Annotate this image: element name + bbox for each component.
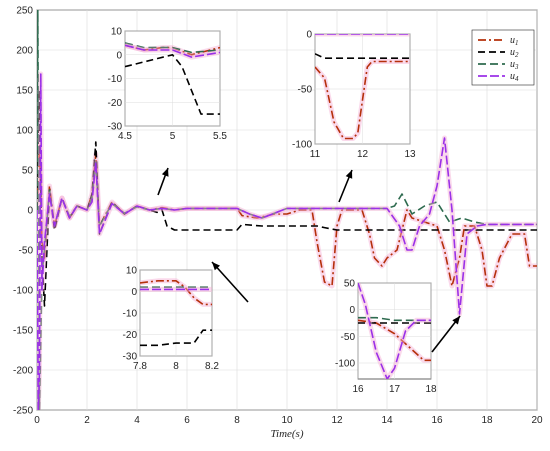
y-tick-label: 100: [16, 126, 33, 137]
inset-y-tick-label: 0: [306, 30, 312, 41]
inset-1: -30 -20 -10 0 10 4.5 5 5.5: [108, 27, 228, 143]
inset-x-tick-label: 8.2: [205, 361, 219, 372]
zoom-arrow-head: [345, 170, 353, 179]
inset-line-u2: [125, 53, 220, 115]
inset-line-u1: [315, 60, 410, 140]
x-tick-label: 20: [531, 415, 543, 426]
zoom-arrow-head: [212, 262, 220, 271]
series-lines: [37, 10, 537, 410]
x-tick-label: 8: [234, 415, 240, 426]
inset-line-u3: [125, 42, 220, 54]
inset-x-tick-label: 13: [404, 149, 416, 160]
inset-y-tick-label: -100: [335, 359, 355, 370]
inset-y-tick-label: 0: [131, 287, 137, 298]
zoom-arrow-head: [161, 168, 169, 177]
x-tick-label: 0: [34, 415, 40, 426]
inset-x-tick-label: 4.5: [118, 131, 132, 142]
y-tick-labels: -250 -200 -150 -100 -50 0 50 100 150 200 250: [13, 6, 33, 417]
inset-x-tick-label: 16: [352, 384, 364, 395]
inset-y-tick-label: 10: [111, 27, 123, 38]
y-tick-label: 200: [16, 46, 33, 57]
x-tick-labels: 0 2 4 6 8 10 12 14 16 18 20: [34, 415, 543, 426]
inset-line-u4: [358, 283, 431, 379]
inset-3: -30 -20 -10 0 10 7.8 8 8.2: [123, 266, 220, 373]
inset-y-tick-label: -30: [108, 122, 123, 133]
y-tick-label: -250: [13, 406, 33, 417]
y-tick-label: -150: [13, 326, 33, 337]
inset-y-tick-label: -10: [108, 74, 123, 85]
y-tick-label: -100: [13, 286, 33, 297]
inset-x-tick-label: 11: [310, 149, 321, 160]
x-tick-label: 18: [481, 415, 493, 426]
inset-x-tick-label: 5.5: [213, 131, 227, 142]
inset-y-tick-label: -50: [341, 332, 356, 343]
legend-label-u2: u2: [510, 47, 519, 59]
inset-2: -100 -50 0 11 12 13: [292, 30, 416, 161]
series-line-u4: [37, 73, 537, 410]
legend-label-u1: u1: [510, 35, 519, 47]
zoom-arrow-line: [211, 261, 249, 303]
inset-x-tick-label: 12: [357, 149, 369, 160]
inset-y-tick-label: -100: [292, 140, 312, 151]
x-tick-label: 10: [281, 415, 293, 426]
inset-line-u4: [125, 44, 220, 58]
zoom-arrows: [157, 167, 461, 353]
x-tick-label: 12: [331, 415, 343, 426]
x-tick-label: 14: [381, 415, 393, 426]
x-tick-label: 2: [84, 415, 90, 426]
inset-x-tick-label: 18: [425, 384, 437, 395]
inset-line-u1: [358, 319, 431, 362]
zoom-arrow-head: [452, 316, 460, 325]
inset-line-u2: [140, 329, 212, 347]
inset-4: -100 -50 0 50 16 17 18: [335, 279, 437, 396]
legend-label-u3: u3: [510, 59, 519, 71]
inset-y-tick-label: 10: [126, 266, 138, 277]
y-tick-label: 50: [22, 166, 34, 177]
inset-line-u1: [140, 279, 212, 306]
inset-y-tick-label: -10: [123, 309, 138, 320]
inset-y-tick-label: -50: [298, 85, 313, 96]
inset-x-tick-label: 17: [389, 384, 401, 395]
legend: u1 u2 u3 u4: [471, 29, 535, 86]
y-tick-label: 250: [16, 6, 33, 17]
inset-y-tick-label: -20: [123, 330, 138, 341]
inset-x-tick-label: 7.8: [133, 361, 147, 372]
inset-y-tick-label: 0: [349, 305, 355, 316]
x-tick-label: 6: [184, 415, 190, 426]
x-tick-label: 4: [134, 415, 140, 426]
inset-y-tick-label: -30: [123, 352, 138, 363]
legend-label-u4: u4: [510, 71, 519, 83]
y-tick-label: -50: [19, 246, 34, 257]
y-tick-label: 150: [16, 86, 33, 97]
inset-y-tick-label: -20: [108, 98, 123, 109]
inset-x-tick-label: 5: [170, 131, 176, 142]
y-tick-label: -200: [13, 366, 33, 377]
inset-x-tick-label: 8: [173, 361, 179, 372]
y-tick-label: 0: [27, 206, 33, 217]
inset-y-tick-label: 50: [344, 279, 356, 290]
x-axis-label: Time(s): [271, 428, 304, 440]
x-tick-label: 16: [431, 415, 443, 426]
inset-y-tick-label: 0: [116, 50, 122, 61]
inset-line-u2: [315, 53, 410, 60]
